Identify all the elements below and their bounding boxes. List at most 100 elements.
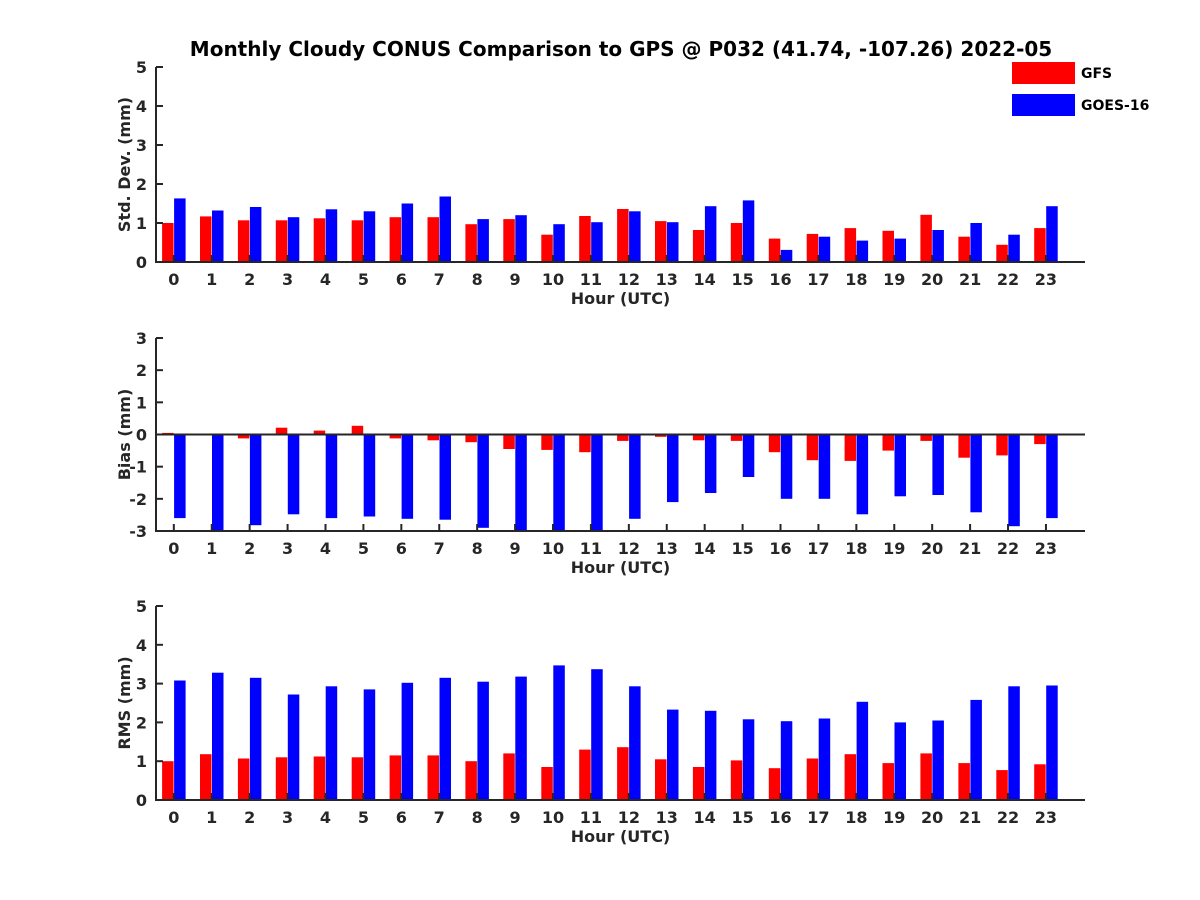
- gfs-bar-18: [844, 434, 857, 461]
- gfs-bar-22: [996, 434, 1008, 456]
- x-tick-label: 23: [1035, 270, 1057, 289]
- goes16-bar-7: [439, 434, 451, 520]
- goes16-bar-0: [174, 680, 186, 800]
- x-tick-label: 21: [959, 270, 981, 289]
- x-tick-label: 21: [959, 539, 981, 558]
- x-tick-label: 18: [845, 539, 867, 558]
- x-tick-label: 2: [244, 808, 255, 827]
- gfs-bar-20: [920, 214, 932, 262]
- x-tick-label: 16: [769, 808, 791, 827]
- gfs-bar-17: [806, 233, 819, 262]
- goes16-bar-14: [704, 710, 717, 800]
- goes16-bar-19: [894, 434, 906, 497]
- y-tick-label: -3: [129, 522, 147, 541]
- gfs-bar-11: [579, 434, 591, 453]
- gfs-bar-13: [655, 434, 667, 437]
- goes16-bar-21: [970, 699, 982, 800]
- goes16-bar-17: [818, 434, 831, 499]
- y-tick-label: 3: [136, 329, 147, 348]
- gfs-bar-7: [427, 434, 439, 441]
- gfs-bar-8: [465, 224, 477, 262]
- goes16-bar-10: [553, 224, 565, 262]
- x-tick-label: 4: [320, 808, 331, 827]
- gfs-bar-5: [351, 220, 364, 262]
- gfs-bar-6: [389, 434, 402, 439]
- gfs-bar-10: [541, 767, 553, 800]
- x-tick-label: 9: [510, 539, 521, 558]
- goes16-bar-11: [591, 434, 603, 531]
- y-tick-label: 4: [136, 97, 147, 116]
- y-tick-label: 1: [136, 214, 147, 233]
- x-tick-label: 18: [845, 270, 867, 289]
- gfs-bar-22: [996, 244, 1008, 262]
- gfs-bar-2: [237, 220, 250, 262]
- gfs-bar-22: [996, 770, 1008, 800]
- goes16-bar-19: [894, 722, 906, 800]
- x-tick-label: 1: [206, 270, 217, 289]
- legend-swatch: [1012, 94, 1075, 116]
- goes16-bar-8: [477, 219, 489, 262]
- gfs-bar-9: [503, 753, 515, 800]
- x-tick-label: 4: [320, 270, 331, 289]
- x-tick-label: 17: [807, 808, 829, 827]
- gfs-bar-14: [692, 230, 705, 262]
- gfs-bar-6: [389, 217, 402, 262]
- x-tick-label: 5: [358, 270, 369, 289]
- legend-label: GFS: [1081, 66, 1112, 82]
- goes16-bar-11: [591, 222, 603, 262]
- goes16-bar-4: [325, 686, 338, 800]
- goes16-bar-14: [704, 206, 717, 262]
- goes16-bar-8: [477, 434, 489, 528]
- goes16-bar-5: [363, 211, 376, 262]
- y-tick-label: 2: [136, 175, 147, 194]
- gfs-bar-23: [1034, 434, 1046, 445]
- goes16-bar-0: [174, 198, 186, 262]
- goes16-bar-23: [1046, 685, 1058, 800]
- x-tick-label: 7: [434, 808, 445, 827]
- x-tick-label: 22: [997, 539, 1019, 558]
- gfs-bar-16: [768, 434, 781, 453]
- gfs-bar-4: [313, 218, 326, 262]
- x-tick-label: 3: [282, 539, 293, 558]
- x-axis-label: Hour (UTC): [571, 289, 671, 308]
- goes16-bar-12: [629, 686, 641, 800]
- x-tick-label: 8: [472, 539, 483, 558]
- goes16-bar-20: [932, 434, 944, 495]
- x-tick-label: 4: [320, 539, 331, 558]
- gfs-bar-13: [655, 759, 667, 800]
- x-tick-label: 11: [580, 270, 602, 289]
- goes16-bar-5: [363, 434, 376, 517]
- x-tick-label: 18: [845, 808, 867, 827]
- y-tick-label: 0: [136, 253, 147, 272]
- chart-title: Monthly Cloudy CONUS Comparison to GPS @…: [190, 37, 1052, 61]
- gfs-bar-10: [541, 234, 553, 262]
- gfs-bar-5: [351, 425, 364, 435]
- gfs-bar-20: [920, 753, 932, 800]
- goes16-bar-13: [667, 434, 679, 503]
- y-tick-label: 0: [136, 791, 147, 810]
- goes16-bar-12: [629, 211, 641, 262]
- gfs-bar-8: [465, 434, 477, 443]
- goes16-bar-23: [1046, 206, 1058, 262]
- goes16-bar-1: [212, 434, 224, 531]
- x-tick-label: 2: [244, 539, 255, 558]
- goes16-bar-16: [780, 721, 793, 800]
- x-axis-label: Hour (UTC): [571, 827, 671, 846]
- goes16-bar-17: [818, 718, 831, 800]
- gfs-bar-6: [389, 755, 402, 800]
- gfs-bar-12: [617, 209, 629, 262]
- gfs-bar-5: [351, 757, 364, 800]
- x-tick-label: 7: [434, 270, 445, 289]
- gfs-bar-3: [275, 220, 288, 262]
- gfs-bar-23: [1034, 764, 1046, 800]
- x-tick-label: 16: [769, 270, 791, 289]
- goes16-bar-1: [212, 210, 224, 262]
- goes16-bar-8: [477, 681, 489, 800]
- gfs-bar-23: [1034, 228, 1046, 262]
- goes16-bar-10: [553, 665, 565, 800]
- goes16-bar-7: [439, 677, 451, 800]
- goes16-bar-3: [287, 217, 300, 262]
- y-tick-label: 2: [136, 361, 147, 380]
- goes16-bar-2: [249, 207, 262, 262]
